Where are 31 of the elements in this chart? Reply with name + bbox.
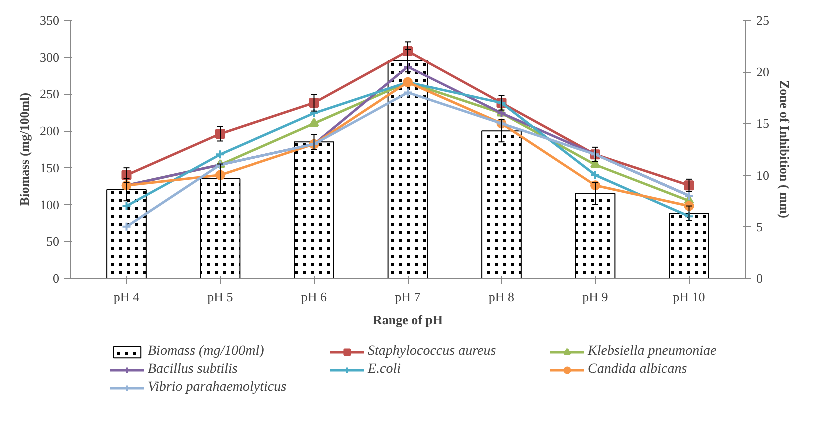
y-tick-label: 350 bbox=[40, 13, 60, 28]
x-tick-label: pH 6 bbox=[301, 290, 328, 304]
y-tick-label: 250 bbox=[40, 86, 60, 102]
y-tick-label: 200 bbox=[40, 124, 60, 139]
legend-label: Klebsiella pneumoniae bbox=[588, 344, 717, 360]
y2-tick-label: 0 bbox=[756, 271, 763, 286]
y2-tick-label: 20 bbox=[756, 64, 770, 80]
y-tick-label: 100 bbox=[40, 197, 60, 212]
legend-label: Staphylococcus aureus bbox=[368, 344, 496, 360]
legend-label: Candida albicans bbox=[588, 362, 688, 378]
x-axis-title: Range of pH bbox=[372, 312, 444, 328]
x-tick-label: pH 4 bbox=[114, 290, 140, 304]
y2-tick-label: 10 bbox=[756, 168, 770, 183]
x-tick-label: pH 5 bbox=[208, 290, 234, 304]
legend-label: E.coli bbox=[368, 362, 402, 378]
y-tick-label: 300 bbox=[40, 50, 60, 65]
y2-tick-label: 25 bbox=[756, 13, 770, 28]
legend-label: Biomass (mg/100ml) bbox=[148, 344, 264, 360]
legend-label: Bacillus subtilis bbox=[148, 362, 238, 378]
x-tick-label: pH 9 bbox=[582, 290, 608, 304]
y-tick-label: 50 bbox=[46, 234, 60, 250]
legend-label: Vibrio parahaemolyticus bbox=[148, 380, 287, 396]
y-axis-title: Biomass (mg/100ml) bbox=[17, 92, 32, 206]
y2-tick-label: 5 bbox=[756, 219, 763, 234]
x-tick-label: pH 10 bbox=[673, 290, 706, 304]
y2-tick-label: 15 bbox=[756, 116, 770, 132]
x-tick-label: pH 8 bbox=[488, 290, 515, 304]
y2-axis-title: Zone of Inhibition ( mm) bbox=[778, 80, 792, 218]
y-tick-label: 0 bbox=[53, 271, 60, 286]
y-tick-label: 150 bbox=[40, 160, 60, 176]
x-tick-label: pH 7 bbox=[395, 290, 422, 304]
